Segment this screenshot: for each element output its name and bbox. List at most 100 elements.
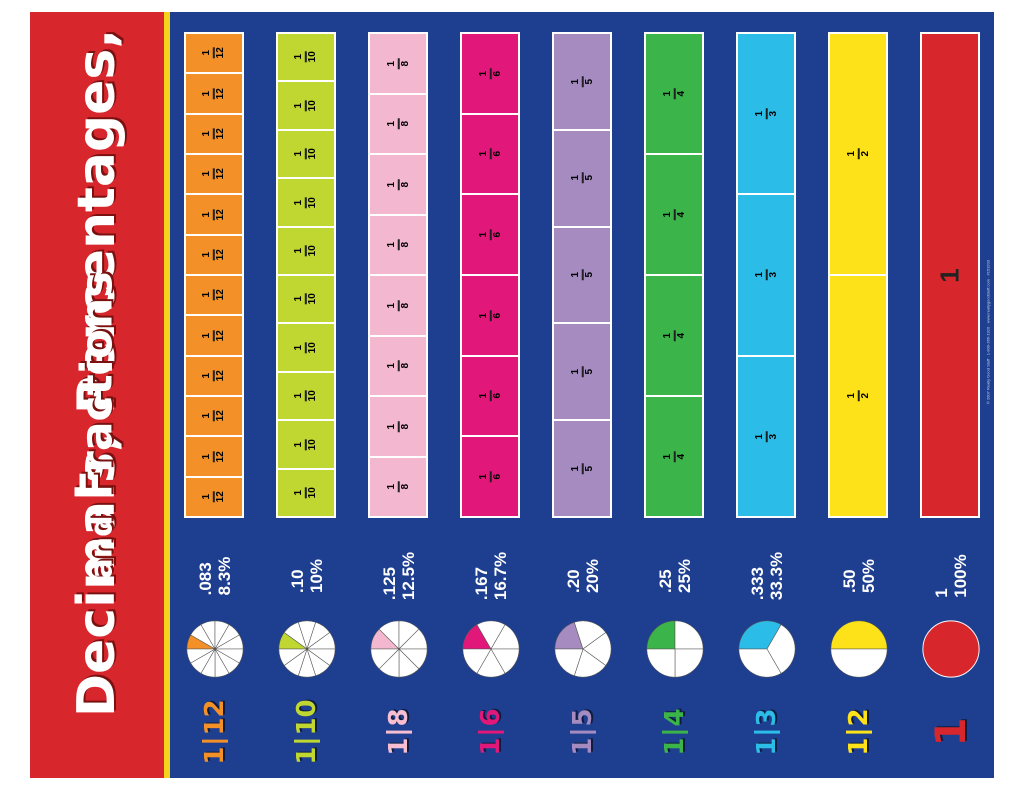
fraction-bar-cell: 1 10 — [278, 276, 334, 325]
fraction-bar: 1 10 1 10 1 10 1 10 1 10 1 10 1 10 1 10 1 10 1 10 — [276, 32, 336, 518]
cell-fraction-label: 1 10 — [293, 52, 318, 63]
decimal-percent-values: .125 12.5% — [366, 534, 432, 618]
cell-fraction-label: 1 12 — [201, 330, 226, 341]
fraction-line — [397, 118, 399, 130]
pie-chart — [922, 620, 980, 678]
big-numerator: 1 — [292, 746, 322, 765]
cell-numerator: 1 — [201, 332, 213, 339]
cell-denominator: 4 — [674, 332, 686, 339]
fraction-line — [857, 148, 859, 160]
big-numerator: 1 — [926, 717, 975, 747]
cell-numerator: 1 — [293, 296, 305, 303]
cell-numerator: 1 — [661, 332, 673, 339]
decimal-percent-values: .083 8.3% — [182, 534, 248, 618]
pie-slice-highlighted — [738, 620, 782, 650]
values-label: .083 8.3% — [196, 557, 234, 596]
cell-numerator: 1 — [477, 231, 489, 238]
fraction-bar-cell: 1 12 — [186, 316, 242, 357]
fraction-bar-cell: 1 10 — [278, 324, 334, 373]
decimal-percent-values: .25 25% — [642, 534, 708, 618]
cell-fraction-label: 1 10 — [293, 342, 318, 353]
fraction-bar-cell: 1 10 — [278, 82, 334, 131]
cell-denominator: 8 — [398, 302, 410, 309]
big-denominator: 10 — [292, 699, 322, 736]
fraction-bar-cell: 1 12 — [186, 34, 242, 75]
pie-slice — [278, 648, 308, 666]
cell-denominator: 10 — [306, 438, 318, 451]
big-fraction-line — [478, 730, 504, 734]
cell-numerator: 1 — [569, 369, 581, 375]
big-fraction-line — [386, 730, 412, 734]
percent-value: 100% — [951, 554, 970, 598]
cell-numerator: 1 — [201, 50, 213, 56]
fraction-bar-cell: 1 10 — [278, 228, 334, 277]
cell-numerator: 1 — [477, 473, 489, 480]
cell-numerator: 1 — [753, 272, 765, 278]
fraction-line — [397, 299, 399, 311]
fraction-line — [489, 229, 491, 241]
big-fraction-label: 1 12 — [200, 699, 230, 764]
percent-value: 25% — [675, 558, 694, 594]
decimal-value: .20 — [564, 569, 583, 594]
cell-denominator: 3 — [766, 272, 778, 278]
cell-denominator: 12 — [214, 87, 226, 100]
cell-numerator: 1 — [201, 131, 213, 137]
big-denominator: 8 — [384, 708, 414, 727]
cell-numerator: 1 — [201, 373, 213, 379]
decimal-value: .10 — [288, 569, 307, 594]
cell-fraction-label: 1 12 — [201, 411, 226, 422]
cell-fraction-label: 1 10 — [293, 438, 318, 451]
cell-numerator: 1 — [385, 362, 397, 369]
decimal-value: .083 — [196, 562, 215, 596]
fraction-bar-cell: 1 10 — [278, 373, 334, 422]
cell-denominator: 6 — [490, 473, 502, 480]
cell-numerator: 1 — [569, 78, 581, 85]
cell-numerator: 1 — [477, 151, 489, 157]
big-fraction-line — [570, 730, 596, 734]
pie-slice — [674, 620, 704, 650]
cell-denominator: 10 — [306, 100, 318, 112]
fraction-column-8: 1 8 1 8 1 8 1 8 1 8 1 8 1 8 1 8.125 12.5% 1 8 — [366, 12, 432, 778]
fraction-bar-cell: 1 12 — [186, 478, 242, 516]
cell-denominator: 8 — [398, 60, 410, 67]
pie-slice — [186, 648, 217, 664]
cell-numerator: 1 — [569, 175, 581, 181]
big-numerator: 1 — [752, 737, 782, 756]
percent-value: 50% — [859, 558, 878, 594]
fraction-bar-cell: 1 12 — [186, 74, 242, 115]
pie-chart — [830, 620, 888, 678]
pie-chart — [186, 620, 244, 678]
cell-denominator: 8 — [398, 181, 410, 188]
fraction-line — [489, 67, 491, 79]
cell-numerator: 1 — [385, 60, 397, 67]
cell-denominator: 10 — [306, 245, 318, 257]
cell-denominator: 4 — [674, 453, 686, 460]
pie-slice — [830, 648, 888, 678]
cell-numerator: 1 — [753, 110, 765, 117]
cell-numerator: 1 — [385, 483, 397, 490]
cell-denominator: 2 — [858, 151, 870, 157]
cell-denominator: 12 — [214, 491, 226, 503]
cell-denominator: 10 — [306, 293, 318, 305]
cell-fraction-label: 1 10 — [293, 293, 318, 305]
percent-value: 10% — [307, 558, 326, 594]
fraction-line — [397, 481, 399, 493]
cell-denominator: 4 — [674, 211, 686, 218]
